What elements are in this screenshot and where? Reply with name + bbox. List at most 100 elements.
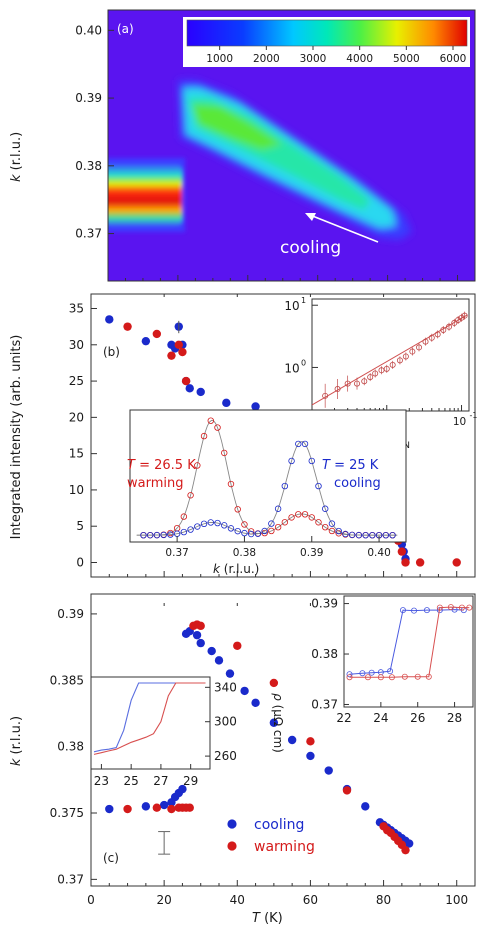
inset-profiles-point-warming — [322, 523, 329, 531]
inset-profiles-point-cooling — [268, 520, 275, 527]
inset-loglog-point — [383, 365, 390, 372]
panel-c-point-warming — [152, 803, 162, 812]
panel-b-ytick-label: 5 — [76, 519, 84, 533]
legend-warming-marker — [227, 841, 237, 851]
panel-b-label: (b) — [103, 345, 120, 359]
legend-cooling-value: = 25 K — [330, 458, 379, 473]
inset-loglog-ytick-exp: 1 — [301, 296, 306, 305]
ylabel-k-symbol: k — [9, 174, 24, 182]
inset-loglog-point — [440, 326, 447, 333]
panel-c-xtick-label: 20 — [157, 893, 172, 907]
x-axis-T: T — [252, 911, 261, 926]
inset-k-point-warming — [447, 604, 454, 611]
inset-resistivity-xtick-label: 23 — [94, 774, 109, 788]
inset-loglog-points — [311, 311, 468, 408]
inset-profiles-point-cooling — [200, 520, 208, 528]
panel-c-point-cooling — [361, 802, 370, 811]
cooling-annotation: cooling — [280, 238, 341, 258]
panel-b-point-warming — [174, 340, 183, 349]
inset-profiles-point-warming — [261, 529, 268, 537]
panel-b-point-warming — [397, 547, 407, 556]
inset-resistivity-xtick-label: 29 — [183, 774, 198, 788]
inset-resistivity-ytick-label: 300 — [214, 715, 237, 729]
panel-a-yticks: 0.37 0.38 0.39 0.40 — [75, 23, 459, 281]
inset-loglog-point — [361, 378, 368, 385]
t-N2: N — [403, 441, 410, 451]
panel-c-point-warming — [185, 803, 194, 812]
ylabel-k-unit: (r.l.u.) — [9, 132, 24, 175]
panel-c-point-warming — [123, 804, 132, 814]
inset-profiles-point-warming — [207, 417, 214, 424]
inset-loglog-point — [322, 392, 329, 399]
inset-profiles-point-cooling — [382, 531, 390, 539]
inset-profiles-point-warming — [335, 530, 342, 537]
inset-profiles-point-cooling — [315, 482, 322, 490]
panel-c-ytick-label: 0.38 — [57, 740, 84, 754]
inset-k-point-warming — [401, 673, 408, 680]
inset-profiles-point-cooling — [295, 440, 302, 448]
panel-b-ytick-label: 0 — [76, 555, 84, 569]
panel-b-ytick-label: 30 — [69, 338, 84, 352]
panel-c-point-cooling — [240, 686, 249, 696]
panel-c-xtick-label: 100 — [445, 893, 468, 907]
inset-k-point-cooling — [423, 607, 430, 614]
legend-cooling-temperature: T = 25 K — [322, 458, 379, 473]
legend-warming: warming — [254, 839, 315, 855]
inset-loglog-point — [402, 353, 409, 360]
panel-a-ytick-label: 0.37 — [75, 227, 102, 241]
inset-profiles-point-cooling — [153, 531, 161, 539]
inset-resistivity-curves — [93, 682, 206, 755]
inset-resistivity-xtick-label: 27 — [153, 774, 168, 788]
colorbar-tick-label: 3000 — [300, 53, 327, 65]
inset-loglog-point — [354, 380, 361, 387]
inset-k-symbol: k — [213, 562, 221, 576]
inset-profiles-xtick-label: 0.40 — [367, 547, 390, 559]
colorbar-tick-label: 6000 — [440, 53, 467, 65]
inset-profiles-point-warming — [301, 511, 309, 518]
inset-k-point-warming — [377, 674, 384, 681]
panel-c-point-warming — [306, 737, 315, 746]
inset-loglog-point — [344, 380, 351, 387]
inset-profiles-xlabel: k (r.l.u.) — [213, 562, 259, 576]
inset-profiles-point-cooling — [140, 531, 147, 539]
error-bar — [158, 831, 171, 855]
legend-warming-value: = 26.5 K — [135, 458, 196, 473]
x-axis-label: T (K) — [252, 911, 283, 926]
panel-c-xtick-label: 60 — [303, 893, 318, 907]
colorbar-tick-label: 4000 — [346, 53, 373, 65]
inset-k-point-warming — [346, 674, 353, 681]
inset-k-point-warming — [364, 674, 371, 681]
inset-k-xtick-label: 22 — [336, 711, 351, 725]
legend-warming-label: warming — [127, 476, 183, 491]
panel-b-point-cooling — [141, 336, 151, 346]
inset-k-point-cooling — [411, 607, 418, 614]
inset-loglog-xtick-label: 10 — [453, 416, 466, 428]
inset-profiles-point-cooling — [180, 528, 188, 536]
inset-resistivity-frame — [90, 676, 211, 770]
colorbar-tick-label: 2000 — [253, 53, 280, 65]
inset-resistivity-ytick-label: 260 — [214, 749, 237, 763]
panel-c-point-cooling — [192, 630, 202, 640]
inset-k-frame — [343, 595, 474, 708]
inset-loglog-point — [389, 361, 396, 368]
panel-c-point-cooling — [225, 669, 235, 678]
inset-resistivity: 23 25 27 29 260 300 340 ρ (μΩ cm) — [90, 676, 285, 788]
rho-unit: (μΩ cm) — [271, 701, 285, 753]
panel-c-point-cooling — [324, 766, 333, 775]
inset-k-xtick-label: 26 — [410, 711, 425, 725]
inset-k-curve-warming — [349, 606, 470, 678]
inset-k-point-warming — [466, 604, 473, 611]
inset-profiles-point-cooling — [322, 505, 329, 512]
inset-loglog-point — [367, 374, 374, 381]
inset-profiles-point-warming — [288, 514, 295, 521]
inset-loglog-point — [458, 314, 465, 321]
panel-a: 1000 2000 3000 4000 5000 6000 (a) 0.370.380.3… — [9, 9, 476, 282]
inset-k-point-cooling — [387, 668, 394, 675]
panel-c-xtick-label: 0 — [87, 893, 95, 907]
cooling-arrowhead — [305, 213, 316, 221]
inset-profiles-point-cooling — [146, 531, 154, 539]
inset-profiles-point-cooling — [274, 505, 282, 512]
